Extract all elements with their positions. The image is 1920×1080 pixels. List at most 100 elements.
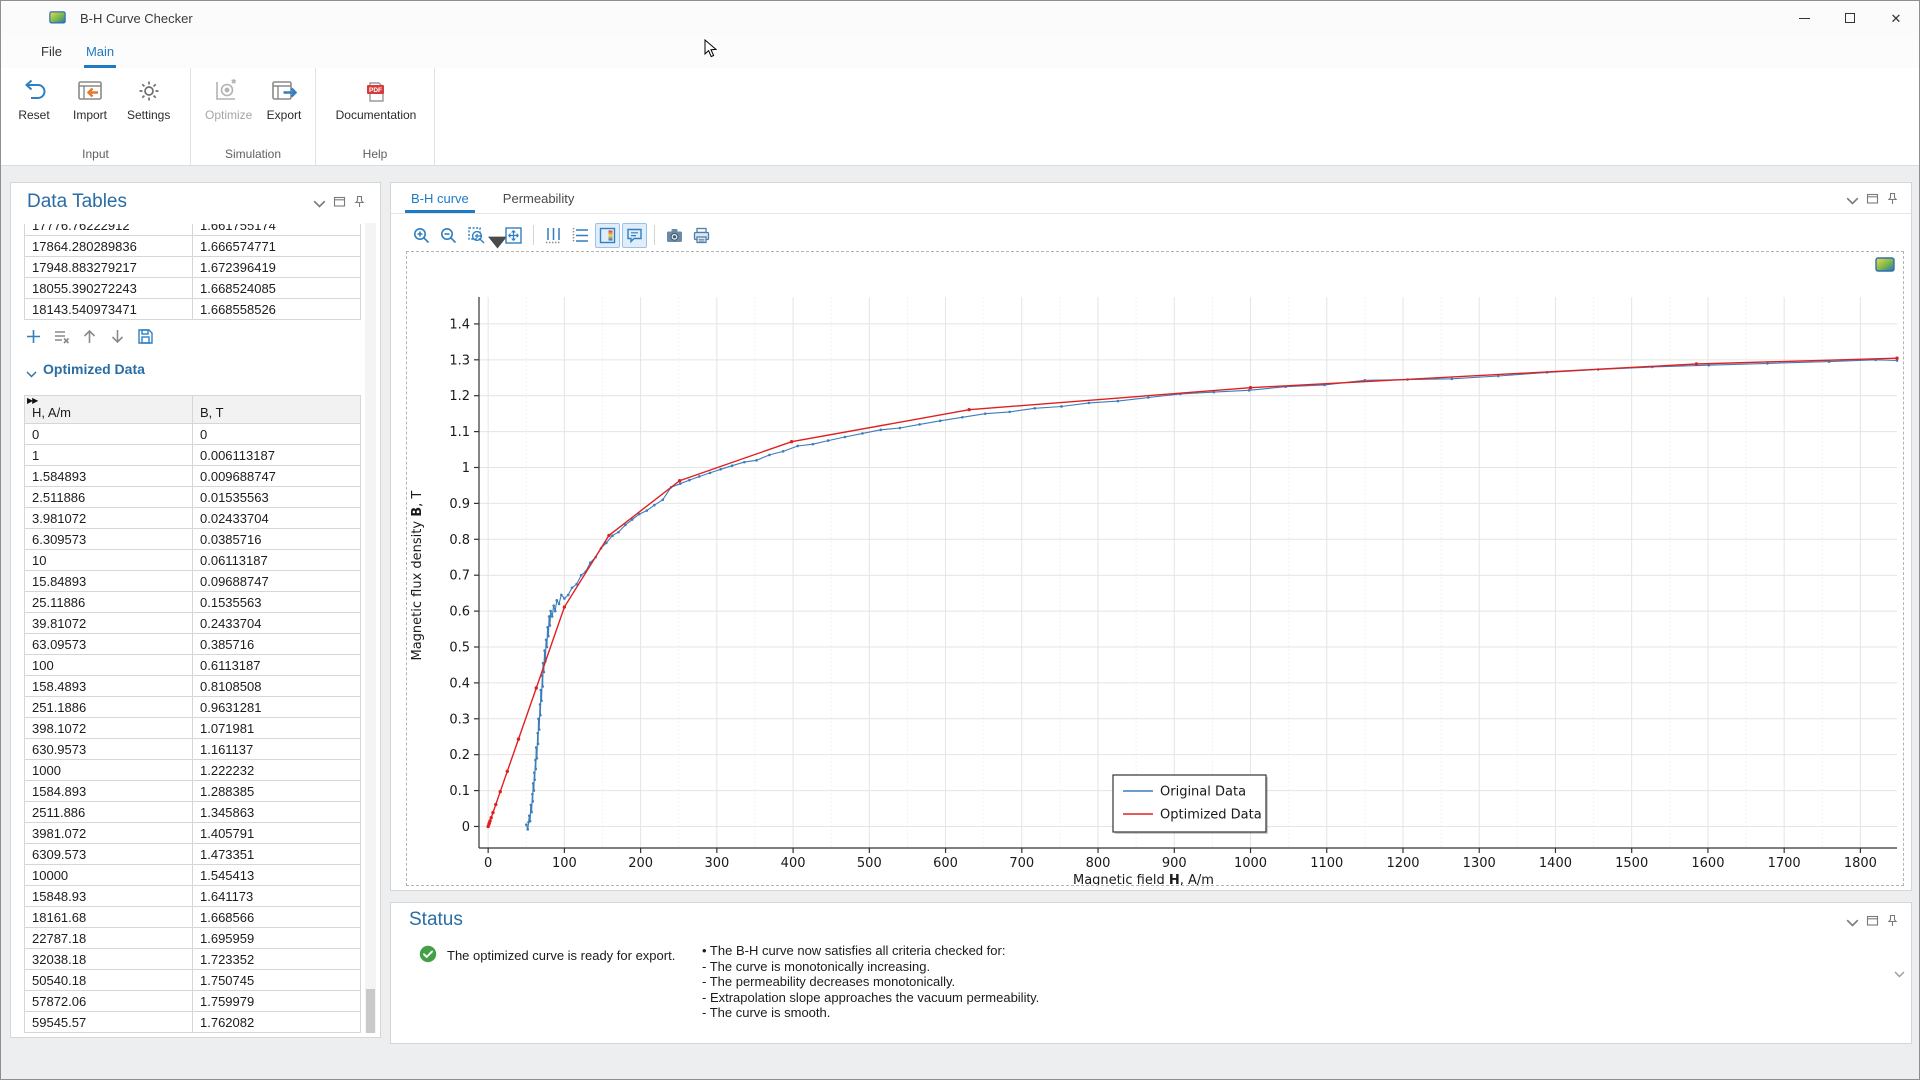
table-row[interactable]: 630.95731.161137 <box>25 739 361 760</box>
minimize-button[interactable] <box>1781 1 1827 35</box>
add-row-button[interactable] <box>24 327 43 346</box>
column-header-h[interactable]: ▶▶ H, A/m <box>25 396 193 424</box>
svg-text:300: 300 <box>704 856 729 871</box>
table-row[interactable]: 398.10721.071981 <box>25 718 361 739</box>
tab-bh-curve[interactable]: B-H curve <box>397 183 483 213</box>
settings-button[interactable]: Settings <box>123 75 174 124</box>
mouse-cursor <box>704 39 717 58</box>
table-row[interactable]: 6.3095730.0385716 <box>25 529 361 550</box>
svg-text:0.2: 0.2 <box>449 748 470 763</box>
y-grid-button[interactable] <box>568 223 593 248</box>
table-row[interactable]: 63.095730.385716 <box>25 634 361 655</box>
svg-text:0.3: 0.3 <box>449 712 470 727</box>
table-row[interactable]: 57872.061.759979 <box>25 991 361 1012</box>
table-row[interactable]: 25.118860.1535563 <box>25 592 361 613</box>
svg-text:0: 0 <box>484 856 492 871</box>
table-row[interactable]: 1.5848930.009688747 <box>25 466 361 487</box>
pin-icon[interactable] <box>353 195 366 208</box>
ribbon-group-help: PDF Documentation Help <box>316 68 435 165</box>
optimized-data-table: ▶▶ H, A/m B, T 0010.0061131871.5848930.0… <box>24 395 361 1033</box>
float-window-icon[interactable] <box>1866 914 1879 927</box>
vertical-scrollbar[interactable] <box>365 223 376 1033</box>
table-row[interactable]: 15.848930.09688747 <box>25 571 361 592</box>
table-row[interactable]: 3.9810720.02433704 <box>25 508 361 529</box>
table-row[interactable]: 2511.8861.345863 <box>25 802 361 823</box>
svg-text:1100: 1100 <box>1310 856 1343 871</box>
table-row[interactable]: 1584.8931.288385 <box>25 781 361 802</box>
optimized-data-section-header[interactable]: Optimized Data <box>26 361 145 377</box>
svg-text:PDF: PDF <box>369 87 382 94</box>
pin-icon[interactable] <box>1886 192 1899 205</box>
svg-text:Magnetic field H, A/m: Magnetic field H, A/m <box>1073 873 1214 885</box>
table-row[interactable]: 15848.931.641173 <box>25 886 361 907</box>
zoom-out-button[interactable] <box>436 223 461 248</box>
import-icon <box>75 77 105 105</box>
float-window-icon[interactable] <box>1866 192 1879 205</box>
x-grid-button[interactable] <box>541 223 566 248</box>
collapse-icon[interactable] <box>313 195 326 208</box>
ribbon-group-label: Input <box>1 147 190 161</box>
table-row[interactable]: 50540.181.750745 <box>25 970 361 991</box>
menu-main[interactable]: Main <box>74 35 126 68</box>
table-row[interactable]: 158.48930.8108508 <box>25 676 361 697</box>
table-row[interactable]: 39.810720.2433704 <box>25 613 361 634</box>
window-title: B-H Curve Checker <box>80 11 193 26</box>
scroll-down-icon[interactable] <box>1894 965 1905 973</box>
svg-text:0.9: 0.9 <box>449 497 470 512</box>
documentation-button[interactable]: PDF Documentation <box>332 75 421 124</box>
table-row[interactable]: 1000.6113187 <box>25 655 361 676</box>
column-header-b[interactable]: B, T <box>193 396 361 424</box>
plot-canvas[interactable]: 0100200300400500600700800900100011001200… <box>406 251 1904 886</box>
tab-permeability[interactable]: Permeability <box>489 183 589 213</box>
table-row[interactable]: 17948.8832792171.672396419 <box>25 257 361 278</box>
table-row[interactable]: 18055.3902722431.668524085 <box>25 278 361 299</box>
float-window-icon[interactable] <box>333 195 346 208</box>
close-button[interactable]: ✕ <box>1873 1 1919 35</box>
table-row[interactable]: 100001.545413 <box>25 865 361 886</box>
scrollbar-thumb[interactable] <box>366 989 375 1033</box>
svg-text:0.7: 0.7 <box>449 569 470 584</box>
move-row-down-button[interactable] <box>108 327 127 346</box>
maximize-button[interactable] <box>1827 1 1873 35</box>
zoom-in-button[interactable] <box>409 223 434 248</box>
svg-text:1.3: 1.3 <box>449 353 470 368</box>
table-row[interactable]: 32038.181.723352 <box>25 949 361 970</box>
move-row-up-button[interactable] <box>80 327 99 346</box>
table-row[interactable]: 18161.681.668566 <box>25 907 361 928</box>
svg-text:Optimized Data: Optimized Data <box>1160 808 1262 823</box>
table-row[interactable]: 10.006113187 <box>25 445 361 466</box>
plot-group-icon[interactable] <box>1875 257 1895 272</box>
table-row[interactable]: 100.06113187 <box>25 550 361 571</box>
table-row[interactable]: 59545.571.762082 <box>25 1012 361 1033</box>
color-legend-button[interactable] <box>595 223 620 248</box>
menu-file[interactable]: File <box>29 35 74 68</box>
app-logo-icon <box>49 11 66 25</box>
collapse-icon[interactable] <box>1846 192 1859 205</box>
print-button[interactable] <box>689 223 714 248</box>
table-row[interactable]: 18143.5409734711.668558526 <box>25 299 361 320</box>
table-row[interactable]: 17776.762229121.661755174 <box>25 224 361 236</box>
zoom-extents-button[interactable] <box>501 223 526 248</box>
table-row[interactable]: 22787.181.695959 <box>25 928 361 949</box>
svg-text:700: 700 <box>1009 856 1034 871</box>
export-button[interactable]: Export <box>261 75 307 124</box>
table-row[interactable]: 00 <box>25 424 361 445</box>
ribbon-group-input: Reset Import Settings Input <box>1 68 191 165</box>
svg-text:Magnetic flux density B, T: Magnetic flux density B, T <box>410 491 425 661</box>
table-row[interactable]: 10001.222232 <box>25 760 361 781</box>
table-row[interactable]: 251.18860.9631281 <box>25 697 361 718</box>
table-row[interactable]: 6309.5731.473351 <box>25 844 361 865</box>
annotations-button[interactable] <box>622 223 647 248</box>
collapse-icon[interactable] <box>1846 914 1859 927</box>
snapshot-button[interactable] <box>662 223 687 248</box>
reset-button[interactable]: Reset <box>11 75 57 124</box>
import-button[interactable]: Import <box>67 75 113 124</box>
table-row[interactable]: 3981.0721.405791 <box>25 823 361 844</box>
table-row[interactable]: 17864.2802898361.666574771 <box>25 236 361 257</box>
pin-icon[interactable] <box>1886 914 1899 927</box>
table-row[interactable]: 2.5118860.01535563 <box>25 487 361 508</box>
save-table-button[interactable] <box>136 327 155 346</box>
caret-down-icon[interactable] <box>488 233 496 238</box>
delete-rows-button[interactable] <box>52 327 71 346</box>
zoom-box-button[interactable] <box>463 223 499 248</box>
